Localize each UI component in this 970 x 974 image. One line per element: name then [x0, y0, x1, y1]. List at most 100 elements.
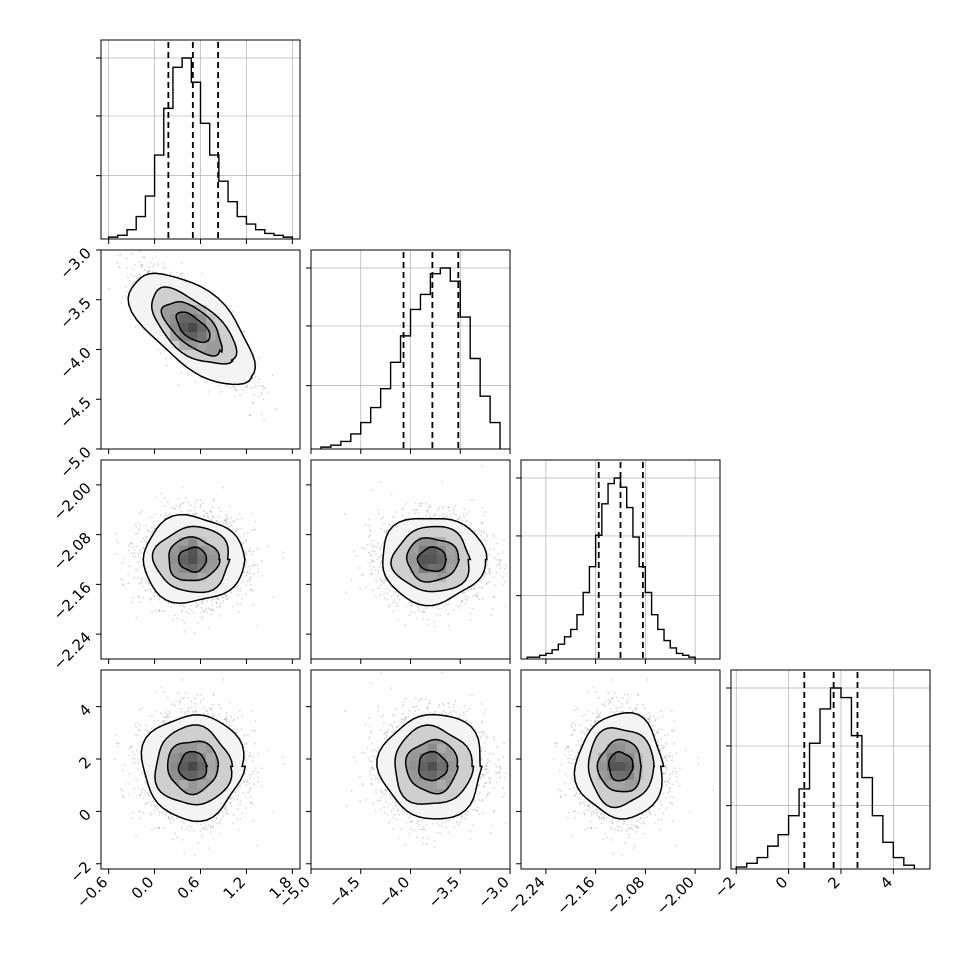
sample-point — [188, 513, 190, 515]
sample-point — [245, 552, 247, 554]
sample-point — [118, 254, 120, 256]
sample-point — [212, 517, 214, 519]
sample-point — [154, 595, 156, 597]
sample-point — [187, 510, 189, 512]
y-tick-label: −5.0 — [56, 443, 94, 481]
sample-point — [158, 610, 160, 612]
sample-point — [190, 505, 192, 507]
sample-point — [163, 610, 165, 612]
sample-point — [194, 509, 196, 511]
sample-point — [170, 606, 172, 608]
sample-point — [142, 538, 144, 540]
sample-point — [255, 376, 257, 378]
density-block — [188, 323, 197, 332]
sample-point — [141, 581, 143, 583]
sample-point — [159, 599, 161, 601]
sample-point — [249, 550, 251, 552]
sample-point — [135, 326, 137, 328]
sample-point — [139, 583, 141, 585]
sample-point — [210, 512, 212, 514]
sample-point — [237, 528, 239, 530]
sample-point — [223, 600, 225, 602]
density-block — [206, 314, 215, 323]
sample-point — [219, 615, 221, 617]
sample-point — [212, 598, 214, 600]
sample-point — [155, 255, 157, 257]
sample-point — [245, 539, 247, 541]
sample-point — [204, 610, 206, 612]
sample-point — [211, 600, 213, 602]
sample-point — [241, 517, 243, 519]
sample-point — [128, 545, 130, 547]
sample-point — [122, 579, 124, 581]
sample-point — [226, 521, 228, 523]
sample-point — [137, 277, 139, 279]
sample-point — [233, 520, 235, 522]
sample-point — [251, 529, 253, 531]
sample-point — [174, 614, 176, 616]
sample-point — [226, 385, 228, 387]
sample-point — [131, 547, 133, 549]
sample-point — [218, 521, 220, 523]
sample-point — [229, 387, 231, 389]
sample-point — [179, 503, 181, 505]
sample-point — [200, 607, 202, 609]
sample-point — [181, 276, 183, 278]
sample-point — [126, 267, 128, 269]
sample-point — [137, 553, 139, 555]
sample-point — [133, 282, 135, 284]
sample-point — [202, 616, 204, 618]
sample-point — [235, 530, 237, 532]
sample-point — [133, 549, 135, 551]
sample-point — [185, 497, 187, 499]
sample-point — [135, 568, 137, 570]
sample-point — [258, 396, 260, 398]
sample-point — [264, 387, 266, 389]
sample-point — [261, 575, 263, 577]
sample-point — [124, 557, 126, 559]
sample-point — [234, 396, 236, 398]
sample-point — [203, 510, 205, 512]
sample-point — [258, 385, 260, 387]
sample-point — [245, 585, 247, 587]
sample-point — [202, 602, 204, 604]
sample-point — [182, 609, 184, 611]
sample-point — [134, 264, 136, 266]
sample-point — [213, 498, 215, 500]
sample-point — [149, 270, 151, 272]
sample-point — [183, 606, 185, 608]
sample-point — [157, 521, 159, 523]
sample-point — [245, 561, 247, 563]
sample-point — [171, 507, 173, 509]
sample-point — [152, 530, 154, 532]
sample-point — [127, 276, 129, 278]
sample-point — [182, 487, 184, 489]
sample-point — [178, 507, 180, 509]
sample-point — [219, 606, 221, 608]
sample-point — [252, 565, 254, 567]
sample-point — [243, 542, 245, 544]
sample-point — [212, 507, 214, 509]
sample-point — [210, 609, 212, 611]
sample-point — [147, 530, 149, 532]
sample-point — [176, 272, 178, 274]
sample-point — [145, 524, 147, 526]
sample-point — [141, 511, 143, 513]
sample-point — [131, 283, 133, 285]
sample-point — [147, 589, 149, 591]
sample-point — [116, 540, 118, 542]
sample-point — [222, 597, 224, 599]
sample-point — [244, 571, 246, 573]
sample-point — [182, 272, 184, 274]
sample-point — [275, 408, 277, 410]
sample-point — [180, 604, 182, 606]
sample-point — [207, 515, 209, 517]
sample-point — [131, 542, 133, 544]
sample-point — [154, 610, 156, 612]
sample-point — [250, 387, 252, 389]
sample-point — [218, 516, 220, 518]
sample-point — [118, 266, 120, 268]
sample-point — [142, 264, 144, 266]
